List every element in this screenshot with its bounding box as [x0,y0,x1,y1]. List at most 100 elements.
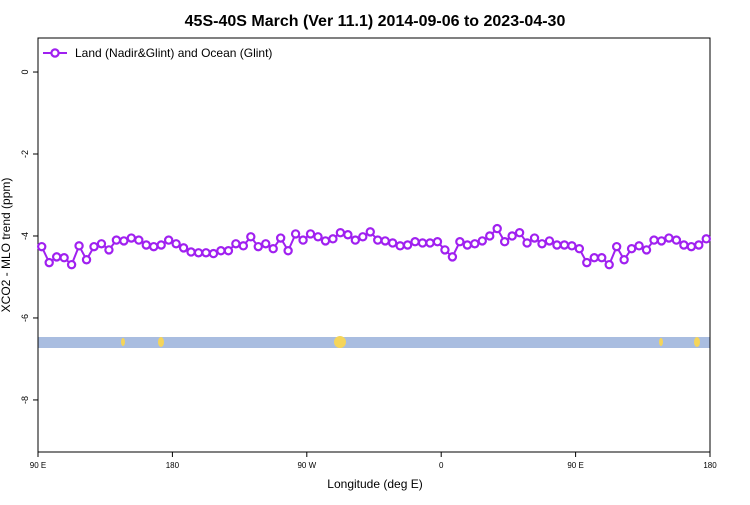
data-point [417,238,428,248]
data-point [238,241,249,251]
data-point [679,240,689,250]
data-point [298,235,308,245]
data-point [156,240,166,250]
data-point [380,236,390,246]
data-point [59,253,69,263]
data-point [410,237,420,247]
data-point [402,240,413,250]
data-point [589,253,599,263]
data-point [66,259,77,270]
data-point [664,233,674,243]
data-point [201,248,211,258]
data-point [552,240,562,250]
data-point [671,235,682,245]
data-point [559,240,570,250]
data-point [425,238,435,248]
data-point [141,240,151,250]
x-tick-label: 180 [166,461,180,470]
data-point [567,241,577,251]
data-point [320,236,331,246]
data-point [74,241,84,251]
data-point [522,238,532,248]
data-point [283,246,293,256]
data-point [529,233,540,243]
data-point [499,237,510,247]
x-tick-label: 0 [439,461,444,470]
data-point [619,255,629,265]
data-point [477,236,487,246]
data-point [96,239,107,249]
legend-label: Land (Nadir&Glint) and Ocean (Glint) [75,46,272,60]
data-point [104,245,114,255]
data-point [126,233,137,243]
data-point [44,257,54,268]
data-point [373,235,383,245]
data-point [537,239,547,249]
data-point [350,235,361,245]
data-point [149,241,159,252]
data-point [634,241,644,251]
data-point [455,237,465,247]
data-point [582,257,592,268]
data-point [686,241,697,252]
data-point [343,230,353,240]
data-point [440,245,450,255]
plot-frame [37,37,711,453]
land-ocean-strip [38,336,710,348]
data-point [246,232,256,242]
data-point [611,241,622,252]
x-tick-label: 90 W [297,461,316,470]
data-point [694,240,704,250]
data-point [223,246,234,256]
data-point [305,229,316,239]
data-point [231,239,241,249]
data-point [641,245,652,255]
data-point [268,243,278,254]
y-tick-label: -6 [20,314,30,322]
y-tick-label: -4 [20,232,30,240]
y-tick-label: 0 [20,70,30,75]
data-point [514,228,525,238]
data-point [290,229,301,239]
data-point [395,241,405,251]
data-point [507,231,517,241]
data-point [335,228,346,238]
data-point [447,252,458,262]
data-point [365,227,375,237]
data-point [328,234,338,244]
y-tick-label: -2 [20,150,30,158]
data-point [178,243,189,253]
data-point [171,239,181,249]
y-tick-label: -8 [20,396,30,404]
data-point [358,232,368,242]
data-point [626,243,637,254]
data-point [313,232,323,242]
data-point [89,241,99,252]
data-point [253,241,263,252]
data-point [261,239,271,249]
data-point [119,236,129,246]
data-point [656,236,667,246]
data-point [163,235,174,245]
data-point [492,223,502,234]
data-point [649,235,659,245]
data-point [216,246,226,256]
data-point [485,231,495,241]
data-point [470,239,480,249]
x-axis-label: Longitude (deg E) [327,477,422,491]
data-point [462,240,473,250]
data-point [208,248,219,259]
data-point [701,234,711,244]
data-point [193,248,204,258]
x-tick-label: 90 E [567,461,583,470]
data-point [111,235,122,245]
data-point [597,253,607,263]
data-point [387,238,398,248]
data-point [432,237,443,247]
legend-marker [50,48,60,58]
x-tick-label: 180 [703,461,717,470]
data-point [574,243,585,254]
data-point [37,241,47,252]
y-axis-label: XCO2 - MLO trend (ppm) [0,178,13,313]
data-point [134,235,144,245]
